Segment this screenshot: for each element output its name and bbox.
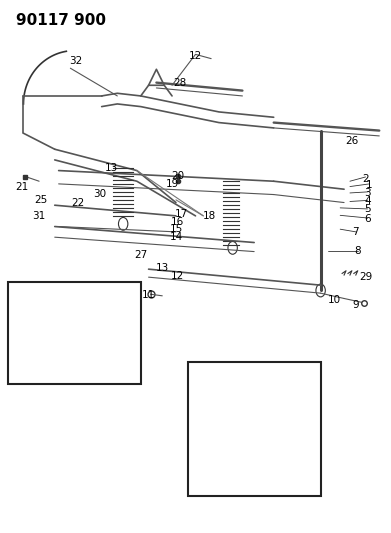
Text: 17: 17 [175, 209, 188, 219]
Text: 25: 25 [34, 195, 48, 205]
Text: 26: 26 [345, 136, 359, 146]
Text: 13: 13 [105, 163, 118, 173]
Text: 7: 7 [104, 325, 111, 334]
Bar [8, 282, 141, 384]
Text: 18: 18 [203, 211, 216, 221]
Text: 11: 11 [142, 290, 155, 300]
Text: 13: 13 [156, 263, 169, 273]
Text: 12: 12 [189, 51, 202, 61]
Text: 33: 33 [218, 406, 231, 415]
Text: 24: 24 [62, 353, 75, 363]
Text: 7: 7 [353, 227, 359, 237]
Text: 12: 12 [171, 271, 185, 281]
Text: 90117 900: 90117 900 [16, 13, 106, 28]
Text: 23: 23 [85, 319, 99, 329]
Text: 4: 4 [364, 197, 371, 206]
Text: 6: 6 [364, 214, 371, 223]
Text: 31: 31 [32, 211, 46, 221]
Bar [188, 362, 321, 496]
Text: 15: 15 [170, 224, 183, 234]
Text: 29: 29 [359, 272, 372, 282]
Text: 35: 35 [238, 471, 251, 480]
Text: 10: 10 [328, 295, 341, 304]
Text: 14: 14 [169, 232, 183, 242]
Text: 22: 22 [72, 198, 85, 207]
Text: 2: 2 [362, 174, 369, 183]
Text: 27: 27 [134, 250, 147, 260]
Text: 3: 3 [364, 188, 371, 198]
Text: 8: 8 [355, 246, 361, 255]
Text: 27: 27 [265, 446, 278, 455]
Text: 34: 34 [285, 406, 298, 415]
Text: 32: 32 [70, 56, 83, 66]
Text: 27: 27 [28, 346, 41, 356]
Text: 9: 9 [353, 300, 359, 310]
Text: 28: 28 [173, 78, 187, 87]
Text: 13: 13 [265, 419, 278, 429]
Text: 5: 5 [364, 205, 371, 214]
Text: 16: 16 [171, 217, 185, 227]
Text: 20: 20 [171, 171, 185, 181]
Text: 1: 1 [366, 181, 373, 190]
Text: 30: 30 [93, 189, 106, 199]
Text: 19: 19 [165, 179, 179, 189]
Text: 21: 21 [15, 182, 28, 191]
Text: (SLA): (SLA) [215, 449, 241, 459]
